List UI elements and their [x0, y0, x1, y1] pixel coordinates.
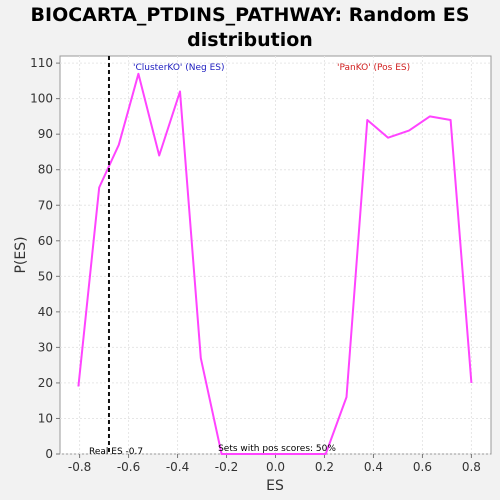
x-tick-label: -0.6 — [117, 460, 140, 474]
pos-scores-note: Sets with pos scores: 50% — [218, 444, 336, 454]
neg-label: 'ClusterKO' (Neg ES) — [133, 63, 225, 73]
x-tick-label: 0.2 — [315, 460, 334, 474]
y-tick-label: 10 — [38, 411, 53, 425]
x-tick-label: 0.8 — [462, 460, 481, 474]
pos-label: 'PanKO' (Pos ES) — [337, 63, 410, 73]
observed-es-label: Real ES -0.7 — [89, 447, 143, 457]
x-tick-label: -0.2 — [215, 460, 238, 474]
y-tick-label: 80 — [38, 163, 53, 177]
x-tick-label: -0.4 — [166, 460, 189, 474]
y-tick-label: 50 — [38, 269, 53, 283]
y-tick-label: 30 — [38, 340, 53, 354]
series-line — [77, 72, 473, 455]
y-tick-label: 60 — [38, 234, 53, 248]
chart-title-line2: distribution — [187, 29, 313, 51]
chart-title-line1: BIOCARTA_PTDINS_PATHWAY: Random ES — [31, 4, 470, 26]
y-tick-label: 100 — [30, 92, 53, 106]
y-tick-label: 40 — [38, 305, 53, 319]
y-tick-label: 110 — [30, 56, 53, 70]
axis-ticks: -0.8 -0.6 -0.4 -0.2 0.0 0.2 0.4 0.6 0.8 0 10 20 30 40… — [30, 56, 481, 474]
y-tick-label: 70 — [38, 198, 53, 212]
y-axis-label: P(ES) — [13, 236, 29, 273]
x-tick-label: 0.6 — [413, 460, 432, 474]
x-tick-label: -0.8 — [68, 460, 91, 474]
x-axis-label: ES — [266, 478, 284, 494]
plot-area — [59, 55, 492, 455]
y-tick-label: 0 — [45, 447, 53, 461]
x-tick-label: 0.4 — [364, 460, 383, 474]
y-tick-label: 90 — [38, 127, 53, 141]
series-group — [77, 72, 473, 455]
y-tick-label: 20 — [38, 376, 53, 390]
x-tick-label: 0.0 — [266, 460, 285, 474]
